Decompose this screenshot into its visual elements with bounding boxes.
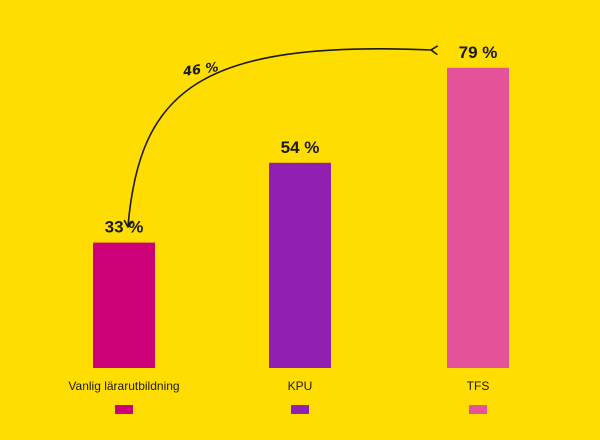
legend-swatch-2 [291,405,309,414]
category-label-3: TFS [467,379,490,393]
category-label-2: KPU [288,379,313,393]
legend-swatch-1 [115,405,133,414]
bar-2-value-label: 54 % [281,138,320,157]
legend-swatch-3 [469,405,487,414]
bar-2 [269,162,331,368]
increase-arrow [123,45,438,228]
increase-annotation: 46 % [181,60,219,80]
bar-1-value-label: 33 % [105,218,144,237]
bar-3 [447,67,509,369]
category-label-1: Vanlig lärarutbildning [68,379,179,393]
bar-1 [93,242,155,368]
bar-3-value-label: 79 % [459,43,498,62]
